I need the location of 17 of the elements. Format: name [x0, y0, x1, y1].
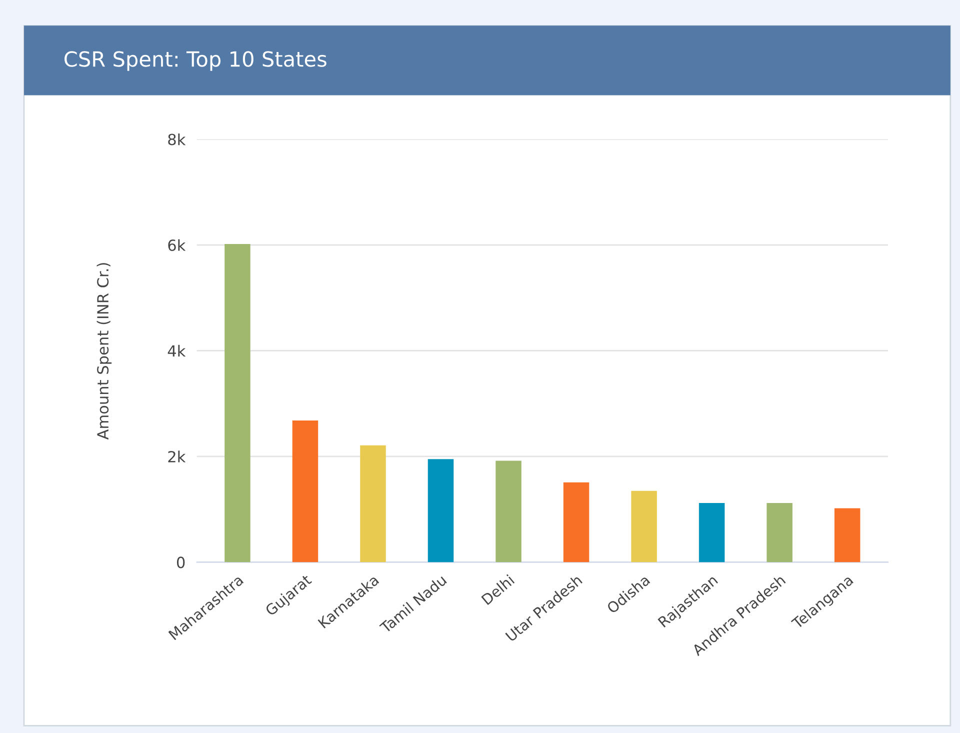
bar	[698, 503, 725, 562]
y-tick-label: 6k	[168, 239, 186, 252]
bar	[428, 459, 454, 562]
y-tick-label: 8k	[168, 133, 186, 146]
y-tick-label: 0	[176, 556, 185, 568]
chart-title: CSR Spent: Top 10 States	[64, 51, 326, 71]
bar	[496, 460, 522, 562]
bar	[766, 503, 792, 562]
bar	[631, 490, 657, 562]
y-axis-title: Amount Spent (INR Cr.)	[96, 263, 112, 440]
bar	[563, 482, 590, 562]
bar	[224, 244, 250, 562]
y-tick-label: 4k	[168, 344, 186, 357]
bar	[292, 420, 318, 562]
bar	[834, 508, 860, 562]
y-tick-label: 2k	[168, 450, 186, 462]
bar	[360, 445, 386, 562]
